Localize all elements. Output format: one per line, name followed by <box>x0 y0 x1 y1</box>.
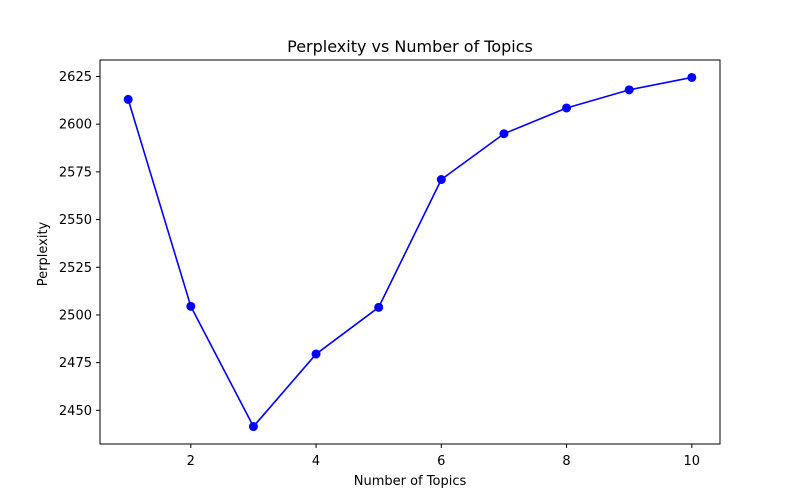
x-tick-label: 8 <box>562 454 570 469</box>
y-tick-label: 2475 <box>59 356 92 371</box>
chart-title: Perplexity vs Number of Topics <box>287 37 533 56</box>
data-point-marker <box>311 349 321 359</box>
plot-frame <box>99 59 721 445</box>
data-point-marker <box>499 129 509 139</box>
data-point-marker <box>374 302 384 312</box>
data-point-marker <box>123 94 133 104</box>
y-tick-label: 2525 <box>59 261 92 276</box>
data-point-marker <box>436 175 446 185</box>
data-point-marker <box>248 422 258 432</box>
y-tick-label: 2575 <box>59 165 92 180</box>
y-tick-label: 2600 <box>59 118 92 133</box>
y-tick-label: 2625 <box>59 70 92 85</box>
y-tick-label: 2450 <box>59 404 92 419</box>
x-tick-label: 10 <box>684 454 701 469</box>
y-tick-label: 2500 <box>59 308 92 323</box>
plot-area: 2 4 6 8 10 2450 2475 2500 2525 2550 2575 2600 2625 <box>59 59 721 469</box>
data-point-marker <box>562 103 572 113</box>
y-axis-label: Perplexity <box>36 221 51 286</box>
data-point-marker <box>186 301 196 311</box>
data-point-marker <box>624 85 634 95</box>
x-tick-label: 4 <box>312 454 320 469</box>
data-point-marker <box>687 72 697 82</box>
x-tick-label: 6 <box>437 454 445 469</box>
x-axis-label: Number of Topics <box>354 474 467 489</box>
series-line <box>127 76 692 428</box>
y-tick-label: 2550 <box>59 213 92 228</box>
x-tick-label: 2 <box>187 454 195 469</box>
